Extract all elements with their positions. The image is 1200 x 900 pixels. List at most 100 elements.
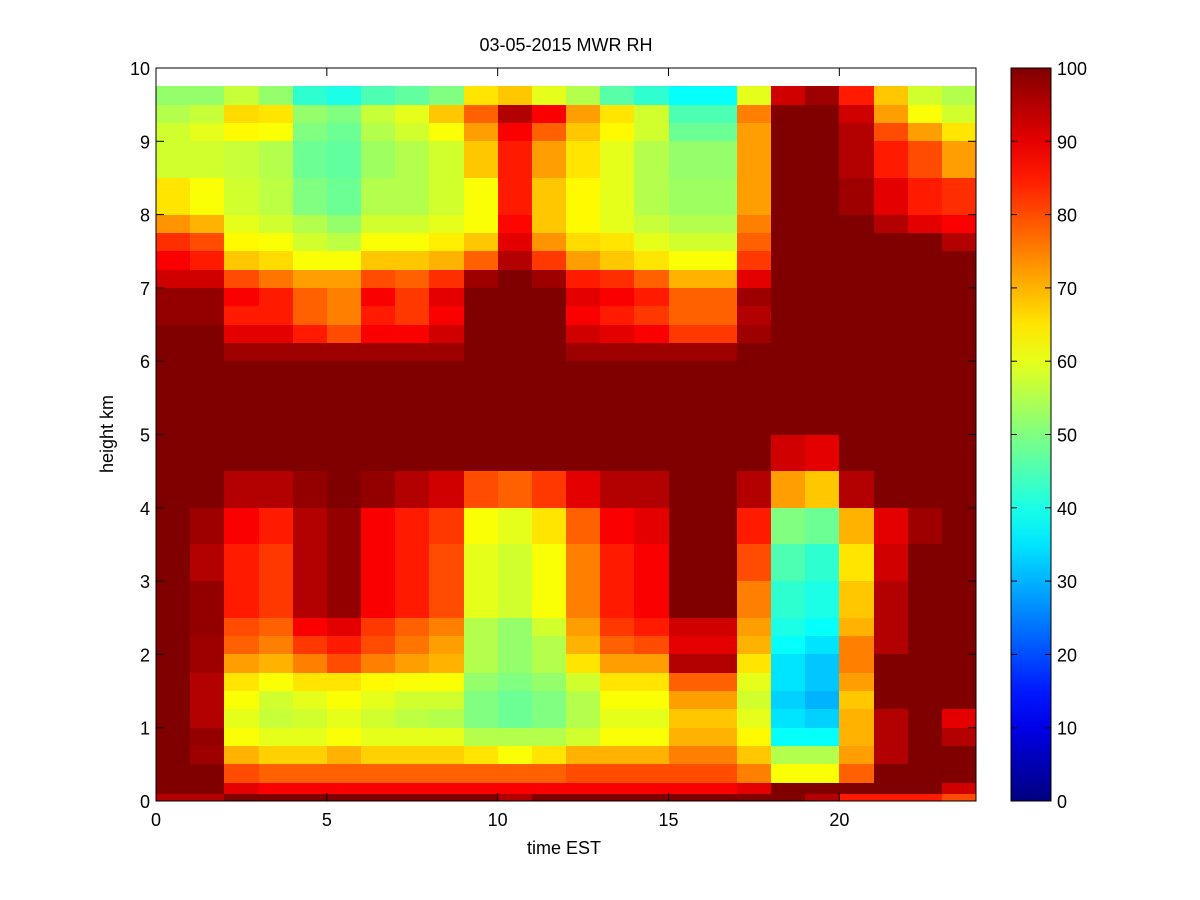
heatmap-cell [293,508,327,544]
heatmap-cell [224,764,259,783]
heatmap-cell [429,636,464,654]
heatmap-cell [566,361,600,398]
heatmap-cell [395,746,429,764]
heatmap-cell [190,471,224,508]
heatmap-cell [361,471,395,508]
heatmap-cell [498,508,532,544]
heatmap-cell [293,306,327,325]
heatmap-cell [874,618,908,636]
heatmap-cell [361,86,395,105]
heatmap-cell [156,691,190,709]
heatmap-cell [224,325,259,343]
heatmap-cell [464,251,498,270]
heatmap-cell [669,709,703,728]
heatmap-cell [669,123,703,141]
heatmap-cell [464,618,498,636]
heatmap-cell [395,581,429,618]
heatmap-cell [190,178,224,215]
heatmap-cell [361,233,395,251]
y-tick-label: 9 [140,132,150,152]
y-tick-label: 4 [140,499,150,519]
heatmap-cell [327,783,361,794]
heatmap-cell [259,325,293,343]
heatmap-cell [327,654,361,673]
heatmap-cell [634,288,669,306]
heatmap-cell [839,251,874,270]
heatmap-cell [771,105,805,123]
heatmap-cell [224,141,259,178]
heatmap-cell [259,673,293,691]
heatmap-cell [942,306,976,325]
heatmap-cell [532,325,566,343]
heatmap-cell [429,343,464,361]
heatmap-cell [669,270,703,288]
heatmap-cell [600,746,634,764]
heatmap-cell [805,325,839,343]
heatmap-cell [600,361,634,398]
heatmap-cell [908,288,942,306]
heatmap-cell [293,233,327,251]
heatmap-cell [737,673,771,691]
heatmap-cell [874,215,908,233]
heatmap-cell [327,86,361,105]
heatmap-cell [190,618,224,636]
heatmap-cell [532,581,566,618]
heatmap-cell [839,178,874,215]
heatmap-cell [634,233,669,251]
heatmap-cell [464,343,498,361]
heatmap-cell [498,435,532,471]
heatmap-cell [224,746,259,764]
y-tick-label: 8 [140,206,150,226]
heatmap-cell [874,343,908,361]
heatmap-cell [361,544,395,581]
heatmap-cell [532,306,566,325]
heatmap-cell [498,288,532,306]
heatmap-cell [839,105,874,123]
heatmap-cell [771,636,805,654]
heatmap-cell [156,764,190,783]
heatmap-cell [771,654,805,673]
heatmap-cell [361,618,395,636]
heatmap-cell [942,471,976,508]
heatmap-cell [532,746,566,764]
heatmap-cell [703,728,737,746]
heatmap-cell [532,178,566,215]
heatmap-cell [532,251,566,270]
heatmap-cell [600,343,634,361]
heatmap-cell [532,105,566,123]
heatmap-cell [224,581,259,618]
heatmap-cell [361,288,395,306]
heatmap-cell [464,746,498,764]
heatmap-cell [737,343,771,361]
heatmap-cell [464,508,498,544]
heatmap-cell [634,783,669,794]
heatmap-cell [293,141,327,178]
heatmap-cell [634,691,669,709]
heatmap-cell [498,794,532,801]
heatmap-cell [464,728,498,746]
heatmap-cell [190,508,224,544]
heatmap-cell [874,691,908,709]
heatmap-cell [908,728,942,746]
heatmap-cell [498,325,532,343]
heatmap-cell [156,654,190,673]
heatmap-cell [498,618,532,636]
heatmap-cell [532,123,566,141]
heatmap-cell [669,141,703,178]
heatmap-cell [156,251,190,270]
heatmap-cell [464,544,498,581]
heatmap-cell [532,783,566,794]
heatmap-cell [908,435,942,471]
heatmap-cell [874,288,908,306]
heatmap-cell [908,398,942,435]
heatmap-cell [634,306,669,325]
heatmap-cell [566,86,600,105]
heatmap-cell [361,178,395,215]
heatmap-cell [293,178,327,215]
heatmap-cell [156,288,190,306]
heatmap-cell [395,673,429,691]
heatmap-cell [600,618,634,636]
heatmap-cell [156,141,190,178]
heatmap-cell [259,654,293,673]
heatmap-cell [498,251,532,270]
